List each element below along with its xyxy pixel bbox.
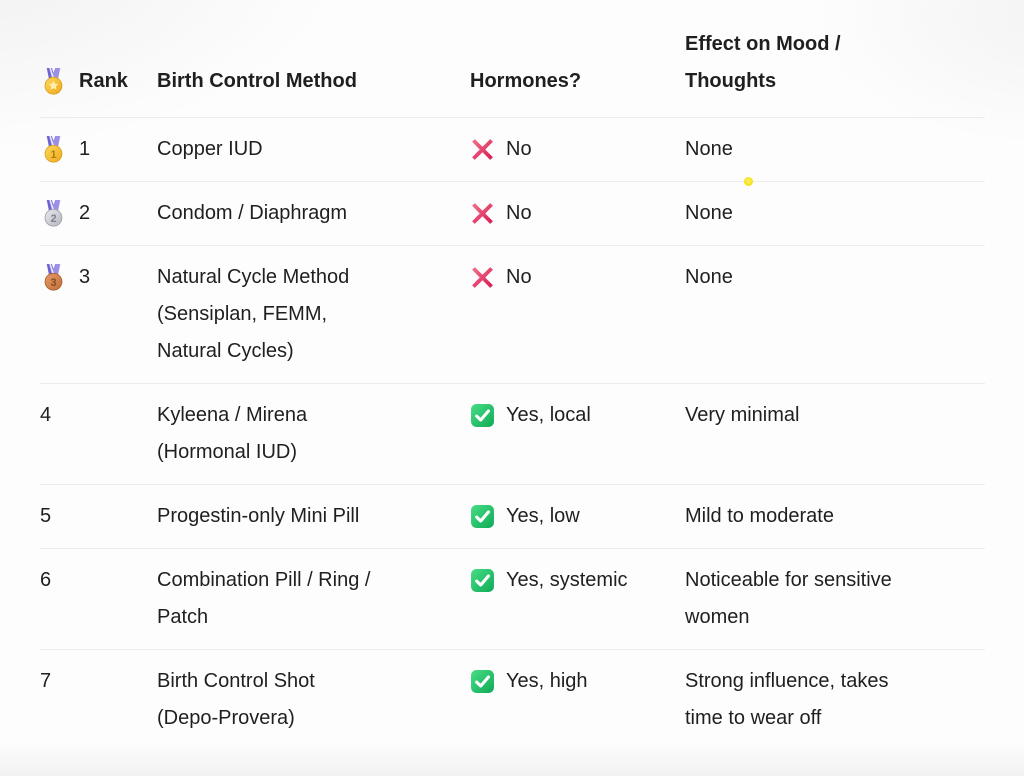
effect-cell: Strong influence, takes time to wear off bbox=[685, 670, 889, 729]
effect-cell: Mild to moderate bbox=[685, 505, 834, 527]
method-cell: Birth Control Shot (Depo-Provera) bbox=[157, 670, 315, 729]
table-header-row: Rank Birth Control Method Hormones? Effe… bbox=[40, 0, 985, 118]
hormones-cell: Yes, low bbox=[470, 498, 685, 535]
table-row: 7 Birth Control Shot (Depo-Provera) Yes,… bbox=[40, 650, 985, 750]
header-effect: Effect on Mood / Thoughts bbox=[685, 33, 841, 92]
hormones-cell: No bbox=[470, 131, 685, 168]
hormones-value: Yes, high bbox=[506, 670, 588, 692]
hormones-value: Yes, local bbox=[506, 404, 591, 426]
method-cell: Natural Cycle Method (Sensiplan, FEMM, N… bbox=[157, 266, 350, 362]
table-row: 2 2 Condom / Diaphragm No None bbox=[40, 182, 985, 246]
svg-text:1: 1 bbox=[50, 149, 56, 161]
sports-medal-icon bbox=[40, 68, 67, 95]
rank-cell: 3 3 bbox=[40, 259, 157, 370]
hormones-value: Yes, systemic bbox=[506, 569, 628, 591]
method-cell: Copper IUD bbox=[157, 138, 263, 160]
rank-value: 4 bbox=[40, 404, 52, 426]
bronze-medal-icon: 3 bbox=[40, 264, 67, 291]
effect-cell: Noticeable for sensitive women bbox=[685, 569, 892, 628]
table-row: 5 Progestin-only Mini Pill Yes, low Mild… bbox=[40, 485, 985, 549]
rank-value: 3 bbox=[79, 266, 91, 288]
method-cell: Progestin-only Mini Pill bbox=[157, 505, 360, 527]
effect-cell: None bbox=[685, 138, 733, 160]
cross-mark-icon bbox=[470, 201, 495, 226]
hormones-cell: Yes, high bbox=[470, 663, 685, 737]
birth-control-ranking-table: Rank Birth Control Method Hormones? Effe… bbox=[40, 0, 985, 750]
hormones-value: No bbox=[506, 266, 532, 288]
table-row: 1 1 Copper IUD No None bbox=[40, 118, 985, 182]
check-mark-icon bbox=[470, 403, 495, 428]
hormones-value: No bbox=[506, 138, 532, 160]
rank-value: 1 bbox=[79, 138, 91, 160]
rank-value: 7 bbox=[40, 670, 52, 692]
effect-cell: None bbox=[685, 202, 733, 224]
cross-mark-icon bbox=[470, 137, 495, 162]
check-mark-icon bbox=[470, 568, 495, 593]
rank-value: 6 bbox=[40, 569, 52, 591]
rank-cell: 2 2 bbox=[40, 195, 157, 232]
table-row: 3 3 Natural Cycle Method (Sensiplan, FEM… bbox=[40, 246, 985, 384]
check-mark-icon bbox=[470, 504, 495, 529]
gold-medal-icon: 1 bbox=[40, 136, 67, 163]
hormones-cell: No bbox=[470, 259, 685, 370]
hormones-cell: No bbox=[470, 195, 685, 232]
table-row: 4 Kyleena / Mirena (Hormonal IUD) Yes, l… bbox=[40, 384, 985, 485]
yellow-dot-marker bbox=[744, 177, 753, 186]
table-row: 6 Combination Pill / Ring / Patch Yes, s… bbox=[40, 549, 985, 650]
hormones-cell: Yes, systemic bbox=[470, 562, 685, 636]
header-rank: Rank bbox=[40, 63, 157, 100]
rank-cell: 7 bbox=[40, 663, 157, 737]
effect-cell: Very minimal bbox=[685, 404, 800, 426]
header-hormones: Hormones? bbox=[470, 70, 582, 92]
rank-value: 2 bbox=[79, 202, 91, 224]
hormones-value: No bbox=[506, 202, 532, 224]
rank-cell: 1 1 bbox=[40, 131, 157, 168]
rank-cell: 5 bbox=[40, 498, 157, 535]
svg-text:2: 2 bbox=[50, 213, 56, 225]
check-mark-icon bbox=[470, 669, 495, 694]
method-cell: Combination Pill / Ring / Patch bbox=[157, 569, 371, 628]
method-cell: Kyleena / Mirena (Hormonal IUD) bbox=[157, 404, 308, 463]
effect-cell: None bbox=[685, 266, 733, 288]
rank-cell: 6 bbox=[40, 562, 157, 636]
header-method: Birth Control Method bbox=[157, 70, 357, 92]
header-rank-label: Rank bbox=[79, 70, 128, 92]
silver-medal-icon: 2 bbox=[40, 200, 67, 227]
svg-text:3: 3 bbox=[50, 277, 56, 289]
rank-cell: 4 bbox=[40, 397, 157, 471]
rank-value: 5 bbox=[40, 505, 52, 527]
hormones-value: Yes, low bbox=[506, 505, 580, 527]
hormones-cell: Yes, local bbox=[470, 397, 685, 471]
method-cell: Condom / Diaphragm bbox=[157, 202, 348, 224]
cross-mark-icon bbox=[470, 265, 495, 290]
